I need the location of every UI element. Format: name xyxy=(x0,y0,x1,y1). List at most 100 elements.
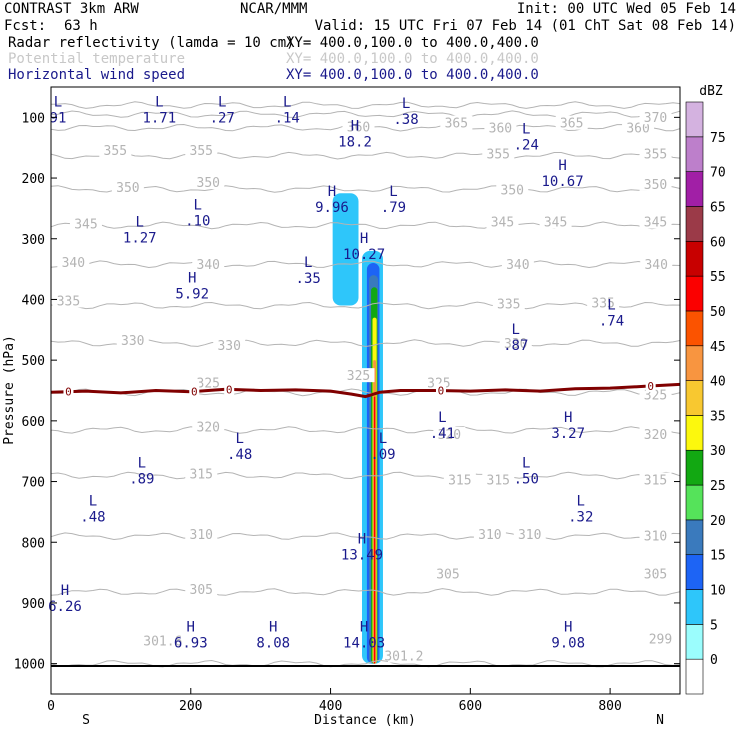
colorbar-swatch-11 xyxy=(685,275,704,312)
colorbar-label: 35 xyxy=(710,409,726,424)
colorbar: 0 5 10 15 20 25 30 35 40 45 50 55 60 65 70 75 xyxy=(685,101,726,695)
theta-label-bg xyxy=(587,295,620,310)
wind-extremum-value: 1.27 xyxy=(123,231,157,247)
x-axis-label: Distance (km) xyxy=(314,713,416,728)
theta-label-bg xyxy=(111,179,144,194)
theta-label: 325 xyxy=(644,389,667,404)
theta-label: 320 xyxy=(438,428,461,443)
wind-extremum-value: .10 xyxy=(185,214,210,230)
wind-extremum-value: 13.49 xyxy=(341,547,383,563)
theta-label: 350 xyxy=(501,183,524,198)
theta-label: 370 xyxy=(644,111,667,126)
theta-label-bg xyxy=(431,566,464,581)
wind-extremum-kind: L xyxy=(607,298,615,314)
colorbar-label: 30 xyxy=(710,444,726,459)
y-axis-label: Pressure (hPa) xyxy=(2,335,17,445)
theta-label: 335 xyxy=(591,296,614,311)
wind-extremum-kind: H xyxy=(358,531,366,547)
theta-contour-310 xyxy=(50,532,681,541)
y-tick-label: 200 xyxy=(22,172,45,187)
theta-contour-355 xyxy=(50,151,681,160)
y-tick-label: 700 xyxy=(22,476,45,491)
freezing-label: 0 xyxy=(226,383,233,396)
wind-extremum-kind: H xyxy=(188,270,196,286)
theta-label-bg xyxy=(473,527,506,542)
theta-label: 310 xyxy=(644,529,667,544)
theta-label-bg xyxy=(639,110,672,125)
reflectivity-cell-6 xyxy=(373,396,376,664)
theta-label-bg xyxy=(342,119,375,134)
theta-label-bg xyxy=(433,427,466,442)
theta-label-bg xyxy=(496,182,529,197)
wind-extremum-kind: L xyxy=(194,198,202,214)
wind-extremum-kind: H xyxy=(564,410,572,426)
theta-label-bg xyxy=(639,176,672,191)
theta-label-bg xyxy=(116,332,149,347)
theta-label-bg xyxy=(146,633,179,648)
freezing-label: 0 xyxy=(647,380,654,393)
wind-extremum-kind: H xyxy=(269,619,277,635)
y-tick-label: 100 xyxy=(22,111,45,126)
field-3-xy: XY= 400.0,100.0 to 400.0,400.0 xyxy=(286,67,539,83)
theta-label: 330 xyxy=(217,339,240,354)
center-label: NCAR/MMM xyxy=(240,1,307,17)
field-1-xy: XY= 400.0,100.0 to 400.0,400.0 xyxy=(286,35,539,51)
x-tick-label: 0 xyxy=(47,699,55,714)
theta-label-bg xyxy=(69,216,102,231)
theta-label: 310 xyxy=(518,528,541,543)
wind-extremum-value: 9.08 xyxy=(551,635,585,651)
theta-label: 350 xyxy=(116,181,139,196)
theta-label-bg xyxy=(213,337,246,352)
wind-extremum-value: 10.67 xyxy=(542,174,584,190)
theta-label: 310 xyxy=(190,528,213,543)
theta-label: 299 xyxy=(649,633,672,648)
theta-label-bg xyxy=(640,257,673,272)
colorbar-label: 75 xyxy=(710,131,726,146)
theta-label-bg xyxy=(501,257,534,272)
field-2-xy: XY= 400.0,100.0 to 400.0,400.0 xyxy=(286,51,539,67)
theta-label: 340 xyxy=(644,258,667,273)
theta-label: 335 xyxy=(497,298,520,313)
reflectivity-layer xyxy=(332,193,383,664)
theta-label: 345 xyxy=(644,216,667,231)
wind-extremum-kind: L xyxy=(235,431,243,447)
theta-label: 310 xyxy=(478,528,501,543)
wind-extremum-value: .50 xyxy=(514,471,539,487)
colorbar-swatch-15 xyxy=(685,136,704,172)
wind-extremum-kind: L xyxy=(522,455,530,471)
wind-extremum-value: 3.27 xyxy=(551,426,585,442)
colorbar-swatch-7 xyxy=(685,415,704,451)
colorbar-label: 70 xyxy=(710,166,726,181)
freezing-label-bg xyxy=(189,384,200,398)
colorbar-swatch-3 xyxy=(685,554,704,590)
wind-extremum-value: .48 xyxy=(227,447,252,463)
wind-extremum-value: .35 xyxy=(296,271,321,287)
theta-contour-330 xyxy=(50,339,681,348)
wind-extremum-kind: L xyxy=(379,431,387,447)
theta-label: 320 xyxy=(197,421,220,436)
theta-label: 360 xyxy=(347,120,370,135)
theta-contour-305 xyxy=(50,588,681,596)
theta-label-bg xyxy=(185,581,218,596)
field-2-name: Potential temperature xyxy=(8,51,185,67)
theta-label: 305 xyxy=(436,568,459,583)
freezing-label: 0 xyxy=(191,385,198,398)
theta-label-bg xyxy=(192,175,225,190)
theta-label: 305 xyxy=(190,583,213,598)
colorbar-swatch-1 xyxy=(685,624,704,660)
wind-extremum-value: 5.92 xyxy=(175,286,209,302)
theta-label: 335 xyxy=(57,294,80,309)
colorbar-unit: dBZ xyxy=(699,84,723,99)
theta-contour-320 xyxy=(50,426,681,434)
theta-label-bg xyxy=(644,631,677,646)
colorbar-label: 60 xyxy=(710,235,726,250)
x-tick-label: 600 xyxy=(459,699,482,714)
theta-label: 315 xyxy=(644,474,667,489)
wind-extremum-kind: L xyxy=(389,184,397,200)
theta-label: 365 xyxy=(560,117,583,132)
theta-label-bg xyxy=(342,368,375,383)
wind-extremum-kind: L xyxy=(218,94,226,110)
wind-extremum-value: 10.27 xyxy=(343,247,385,263)
theta-label: 330 xyxy=(121,334,144,349)
